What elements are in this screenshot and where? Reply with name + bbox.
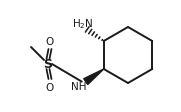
Text: O: O xyxy=(46,37,54,47)
Polygon shape xyxy=(84,69,104,85)
Text: NH: NH xyxy=(71,81,87,91)
Text: $\mathregular{H_2N}$: $\mathregular{H_2N}$ xyxy=(72,17,94,31)
Text: S: S xyxy=(43,58,52,71)
Text: O: O xyxy=(46,82,54,92)
